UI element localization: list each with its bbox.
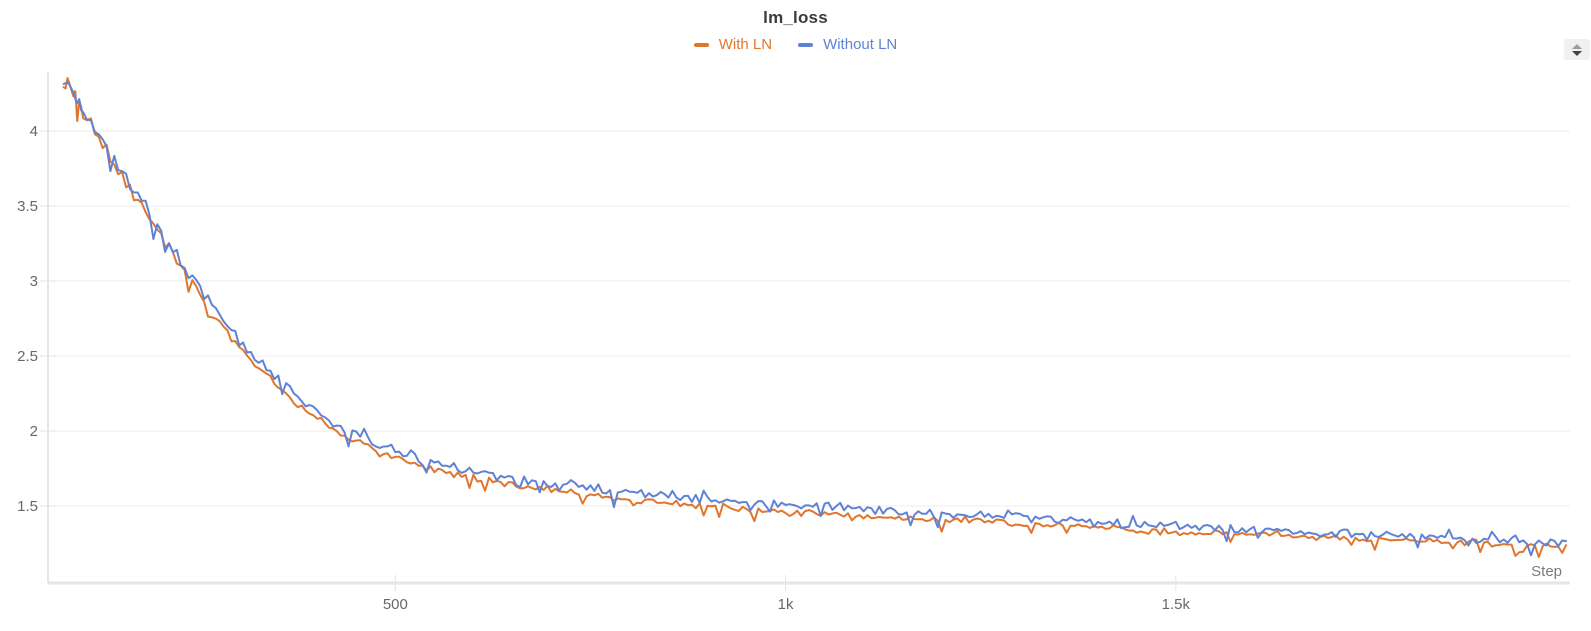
series-line-without-ln[interactable] — [62, 81, 1568, 557]
y-tick-label: 2 — [30, 423, 38, 440]
legend-dash-icon — [693, 42, 709, 47]
y-tick-label: 1.5 — [17, 498, 38, 515]
legend-label: With LN — [718, 36, 773, 53]
legend-item-without-ln[interactable]: Without LN — [798, 37, 897, 52]
legend-label: Without LN — [823, 36, 898, 53]
legend: With LN Without LN — [0, 37, 1591, 52]
collapse-sort-button[interactable] — [1564, 39, 1590, 60]
legend-dash-icon — [798, 42, 814, 47]
y-tick-label: 4 — [30, 123, 38, 140]
triangle-up-icon — [1572, 43, 1582, 49]
x-axis-title: Step — [1531, 563, 1562, 580]
x-tick-label: 1.5k — [1162, 596, 1191, 613]
x-tick-label: 1k — [778, 596, 794, 613]
series-line-with-ln[interactable] — [62, 77, 1568, 559]
y-tick-label: 3 — [30, 273, 38, 290]
legend-item-with-ln[interactable]: With LN — [693, 36, 773, 53]
y-tick-label: 2.5 — [17, 348, 38, 365]
triangle-down-icon — [1572, 50, 1582, 56]
x-tick-label: 500 — [383, 596, 408, 613]
y-tick-label: 3.5 — [17, 198, 38, 215]
